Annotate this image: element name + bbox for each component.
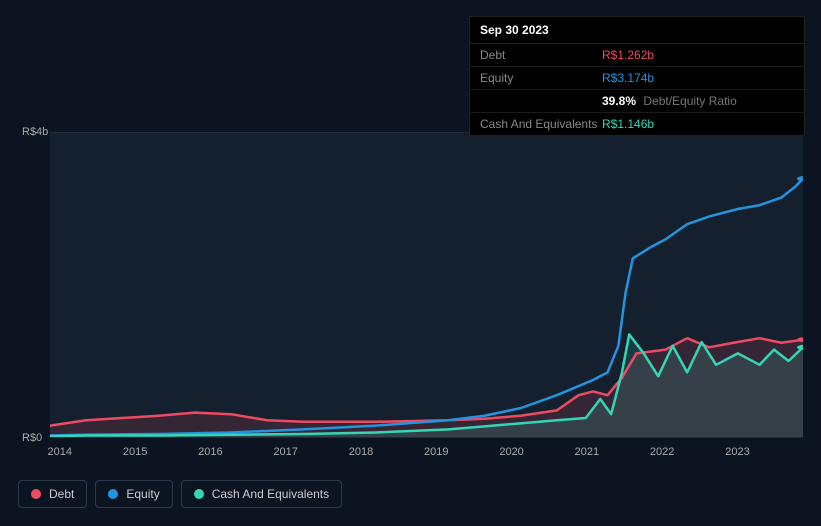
legend-item-debt[interactable]: Debt [18, 480, 87, 508]
x-tick: 2018 [351, 446, 426, 466]
x-tick: 2020 [502, 446, 577, 466]
legend-item-cash[interactable]: Cash And Equivalents [181, 480, 342, 508]
y-tick-top: R$4b [22, 126, 48, 138]
legend-dot-icon [31, 489, 41, 499]
legend-label: Debt [49, 487, 74, 501]
tooltip-row-equity: Equity R$3.174b [470, 67, 804, 90]
chart-tooltip: Sep 30 2023 Debt R$1.262b Equity R$3.174… [469, 16, 805, 136]
x-tick: 2023 [728, 446, 803, 466]
y-tick-bottom: R$0 [22, 432, 42, 444]
tooltip-value: R$3.174b [602, 71, 654, 85]
x-tick: 2017 [276, 446, 351, 466]
x-tick: 2015 [125, 446, 200, 466]
tooltip-value: R$1.146b [602, 117, 654, 131]
x-tick: 2016 [201, 446, 276, 466]
legend-dot-icon [194, 489, 204, 499]
tooltip-date: Sep 30 2023 [470, 17, 804, 44]
x-tick: 2019 [426, 446, 501, 466]
chart-area: R$4b R$0 2014201520162017201820192020202… [18, 120, 803, 466]
tooltip-row-debt: Debt R$1.262b [470, 44, 804, 67]
tooltip-value: R$1.262b [602, 48, 654, 62]
tooltip-row-ratio: 39.8% Debt/Equity Ratio [470, 90, 804, 113]
tooltip-label: Debt [480, 48, 602, 62]
legend-item-equity[interactable]: Equity [95, 480, 172, 508]
tooltip-label: Equity [480, 71, 602, 85]
ratio-label: Debt/Equity Ratio [643, 94, 736, 108]
x-tick: 2014 [50, 446, 125, 466]
ratio-pct: 39.8% [602, 94, 636, 108]
plot-region[interactable] [50, 132, 803, 438]
tooltip-label: Cash And Equivalents [480, 117, 602, 131]
tooltip-row-cash: Cash And Equivalents R$1.146b [470, 113, 804, 135]
tooltip-ratio: 39.8% Debt/Equity Ratio [602, 94, 737, 108]
legend-label: Equity [126, 487, 159, 501]
legend-dot-icon [108, 489, 118, 499]
x-tick: 2022 [652, 446, 727, 466]
legend-label: Cash And Equivalents [212, 487, 329, 501]
x-axis: 2014201520162017201820192020202120222023 [50, 446, 803, 466]
x-tick: 2021 [577, 446, 652, 466]
legend: Debt Equity Cash And Equivalents [18, 480, 342, 508]
tooltip-label [480, 94, 602, 108]
line-chart-svg [50, 133, 803, 437]
